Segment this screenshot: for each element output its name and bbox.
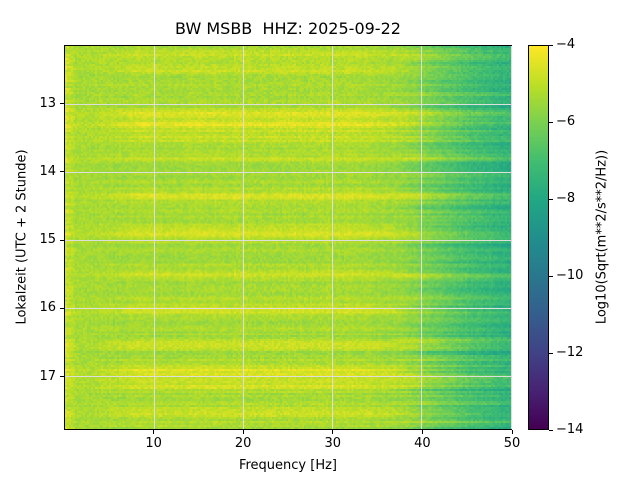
y-tick	[60, 171, 64, 173]
chart-title: BW MSBB HHZ: 2025-09-22	[175, 19, 401, 38]
colorbar-tick	[549, 198, 553, 200]
colorbar-tick-label: −14	[556, 422, 584, 437]
spectrogram-heatmap	[65, 46, 511, 429]
colorbar-tick	[549, 352, 553, 354]
grid-line	[65, 307, 511, 309]
grid-line	[65, 375, 511, 377]
grid-line	[510, 46, 512, 429]
colorbar-tick-label: −12	[556, 345, 584, 360]
x-tick-label: 30	[324, 436, 342, 451]
grid-line	[242, 46, 244, 429]
y-tick-label: 17	[39, 368, 56, 384]
grid-line	[332, 46, 334, 429]
colorbar-tick	[549, 429, 553, 431]
x-tick	[511, 430, 513, 434]
y-tick	[60, 239, 64, 241]
grid-lines	[65, 46, 512, 429]
colorbar-label: Log10(Sqrt(m**2/s**2/Hz))	[594, 149, 610, 325]
y-tick	[60, 307, 64, 309]
colorbar-tick	[549, 275, 553, 277]
y-tick-label: 14	[39, 163, 56, 179]
y-tick-label: 13	[39, 95, 56, 111]
x-tick	[242, 430, 244, 434]
grid-line	[65, 103, 511, 105]
x-axis-label: Frequency [Hz]	[238, 458, 338, 473]
colorbar-tick-label: −8	[556, 191, 576, 206]
x-tick	[421, 430, 423, 434]
grid-line	[65, 239, 511, 241]
x-tick	[332, 430, 334, 434]
colorbar-gradient	[529, 46, 548, 429]
colorbar-tick-label: −4	[556, 37, 576, 52]
y-tick-label: 15	[39, 232, 56, 248]
plot-area	[64, 45, 512, 430]
x-tick-label: 10	[145, 436, 162, 451]
x-tick	[153, 430, 155, 434]
grid-line	[421, 46, 423, 429]
colorbar-tick	[549, 44, 553, 46]
x-tick-label: 50	[503, 436, 521, 451]
colorbar-tick-label: −10	[556, 268, 584, 283]
x-tick-label: 20	[234, 436, 252, 451]
y-tick-label: 16	[39, 300, 56, 316]
grid-line	[153, 46, 155, 429]
y-tick	[60, 376, 64, 378]
colorbar-tick-label: −6	[556, 114, 576, 129]
colorbar-tick	[549, 121, 553, 123]
x-tick-label: 40	[414, 436, 431, 451]
y-tick	[60, 103, 64, 105]
colorbar	[528, 45, 549, 430]
grid-line	[65, 171, 511, 173]
